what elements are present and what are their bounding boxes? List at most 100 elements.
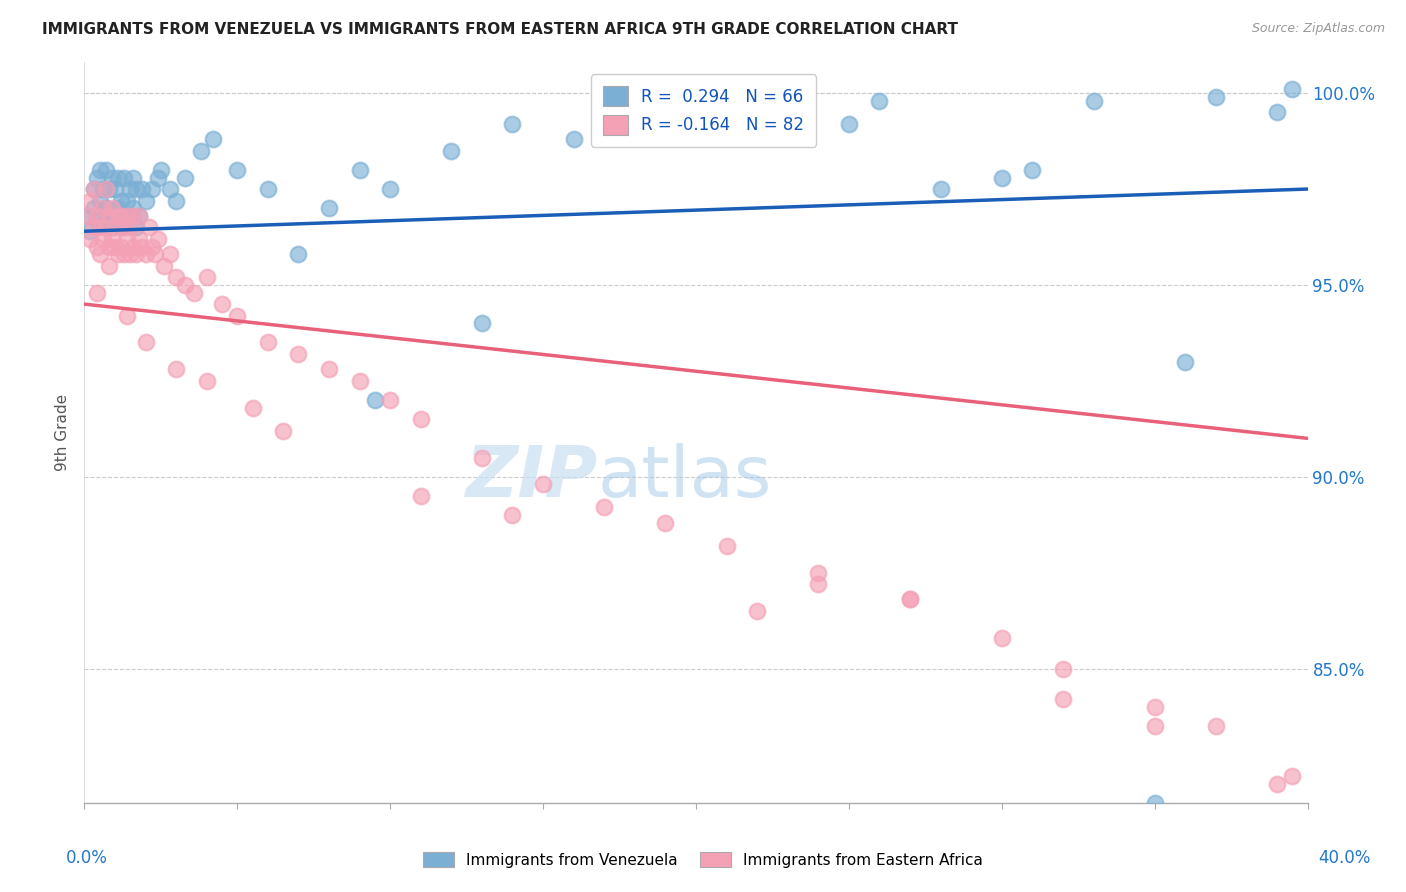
- Point: [89, 162, 111, 177]
- Point: [159, 182, 181, 196]
- Point: [104, 220, 127, 235]
- Point: [110, 209, 132, 223]
- Point: [226, 162, 249, 177]
- Point: [131, 182, 153, 196]
- Point: [165, 362, 187, 376]
- Point: [101, 220, 124, 235]
- Point: [128, 209, 150, 223]
- Point: [94, 220, 117, 235]
- Point: [79, 224, 101, 238]
- Point: [380, 182, 402, 196]
- Point: [1281, 769, 1303, 783]
- Point: [1265, 105, 1288, 120]
- Point: [1205, 719, 1227, 733]
- Point: [97, 239, 120, 253]
- Point: [135, 194, 157, 208]
- Point: [195, 374, 218, 388]
- Point: [110, 239, 132, 253]
- Point: [125, 182, 148, 196]
- Point: [101, 232, 124, 246]
- Point: [159, 247, 181, 261]
- Point: [122, 239, 145, 253]
- Point: [83, 182, 105, 196]
- Point: [115, 309, 138, 323]
- Point: [107, 209, 129, 223]
- Point: [211, 297, 233, 311]
- Point: [380, 392, 402, 407]
- Point: [502, 117, 524, 131]
- Point: [624, 105, 647, 120]
- Point: [120, 209, 142, 223]
- Point: [120, 247, 142, 261]
- Point: [97, 182, 120, 196]
- Point: [1205, 90, 1227, 104]
- Point: [195, 270, 218, 285]
- Point: [94, 162, 117, 177]
- Point: [107, 247, 129, 261]
- Point: [271, 424, 294, 438]
- Point: [115, 232, 138, 246]
- Point: [138, 220, 160, 235]
- Point: [287, 347, 309, 361]
- Point: [257, 335, 280, 350]
- Point: [318, 362, 340, 376]
- Legend: R =  0.294   N = 66, R = -0.164   N = 82: R = 0.294 N = 66, R = -0.164 N = 82: [592, 74, 815, 147]
- Point: [91, 201, 114, 215]
- Point: [807, 566, 830, 580]
- Point: [165, 270, 187, 285]
- Point: [1143, 699, 1166, 714]
- Point: [86, 239, 108, 253]
- Point: [110, 194, 132, 208]
- Text: IMMIGRANTS FROM VENEZUELA VS IMMIGRANTS FROM EASTERN AFRICA 9TH GRADE CORRELATIO: IMMIGRANTS FROM VENEZUELA VS IMMIGRANTS …: [42, 22, 957, 37]
- Point: [593, 500, 616, 515]
- Point: [112, 247, 135, 261]
- Point: [122, 209, 145, 223]
- Text: ZIP: ZIP: [465, 442, 598, 511]
- Point: [107, 170, 129, 185]
- Point: [562, 132, 585, 146]
- Point: [141, 182, 163, 196]
- Point: [122, 170, 145, 185]
- Point: [86, 209, 108, 223]
- Point: [991, 170, 1014, 185]
- Text: 40.0%: 40.0%: [1317, 849, 1371, 867]
- Point: [128, 209, 150, 223]
- Point: [79, 194, 101, 208]
- Point: [149, 162, 172, 177]
- Point: [141, 239, 163, 253]
- Point: [104, 239, 127, 253]
- Point: [110, 220, 132, 235]
- Point: [89, 220, 111, 235]
- Text: 0.0%: 0.0%: [66, 849, 108, 867]
- Point: [349, 162, 371, 177]
- Point: [1174, 354, 1197, 368]
- Point: [97, 259, 120, 273]
- Point: [115, 194, 138, 208]
- Point: [349, 374, 371, 388]
- Point: [131, 239, 153, 253]
- Point: [502, 508, 524, 522]
- Point: [91, 232, 114, 246]
- Text: atlas: atlas: [598, 442, 772, 511]
- Point: [409, 412, 432, 426]
- Point: [183, 285, 205, 300]
- Point: [83, 220, 105, 235]
- Point: [128, 232, 150, 246]
- Point: [104, 209, 127, 223]
- Point: [83, 182, 105, 196]
- Point: [257, 182, 280, 196]
- Point: [76, 209, 98, 223]
- Point: [112, 170, 135, 185]
- Point: [165, 194, 187, 208]
- Point: [143, 247, 166, 261]
- Point: [101, 170, 124, 185]
- Point: [86, 170, 108, 185]
- Point: [747, 604, 769, 618]
- Point: [201, 132, 224, 146]
- Point: [112, 220, 135, 235]
- Point: [838, 117, 860, 131]
- Point: [112, 209, 135, 223]
- Point: [120, 220, 142, 235]
- Point: [807, 577, 830, 591]
- Point: [86, 212, 108, 227]
